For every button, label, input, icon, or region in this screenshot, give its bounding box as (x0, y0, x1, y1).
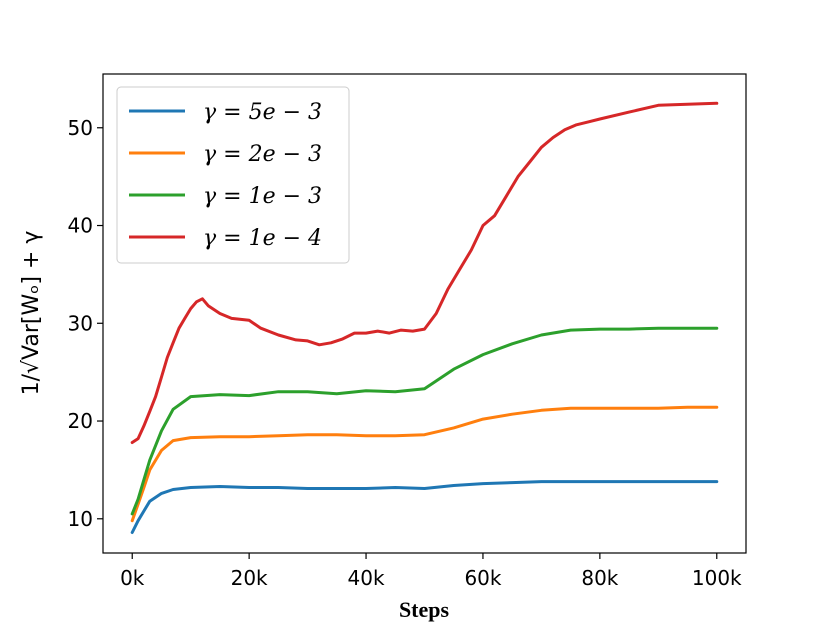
y-tick-label: 20 (68, 409, 93, 433)
series-line-2 (130, 405, 719, 523)
y-tick-label: 40 (68, 214, 93, 238)
y-tick-label: 30 (68, 311, 93, 335)
series-line-1 (130, 480, 719, 534)
y-tick-label: 10 (68, 507, 93, 531)
series-line-3 (130, 326, 719, 516)
x-tick-label: 80k (581, 566, 618, 590)
legend: γ = 5e − 3 γ = 2e − 3 γ = 1e − 3 γ = 1e − 4 (116, 86, 350, 264)
x-tick-label: 100k (692, 566, 742, 590)
series-layer (130, 101, 719, 534)
x-tick-label: 60k (464, 566, 501, 590)
x-tick-label: 0k (120, 566, 145, 590)
series-line-4 (130, 101, 719, 444)
x-tick-label: 20k (231, 566, 268, 590)
x-tick-label: 40k (348, 566, 385, 590)
y-axis: 10 20 30 40 50 (68, 116, 103, 531)
legend-box (116, 86, 350, 264)
legend-label-4: γ = 1e − 4 (203, 226, 322, 251)
y-tick-label: 50 (68, 116, 93, 140)
legend-label-2: γ = 2e − 3 (203, 142, 322, 167)
x-axis: 0k 20k 40k 60k 80k 100k (120, 553, 742, 590)
legend-label-1: γ = 5e − 3 (203, 100, 322, 125)
plot-frame (102, 73, 747, 554)
x-axis-label: Steps (399, 597, 450, 622)
y-axis-label: 1/√Var[Wₒ] + γ (19, 231, 44, 396)
legend-label-3: γ = 1e − 3 (203, 184, 322, 209)
